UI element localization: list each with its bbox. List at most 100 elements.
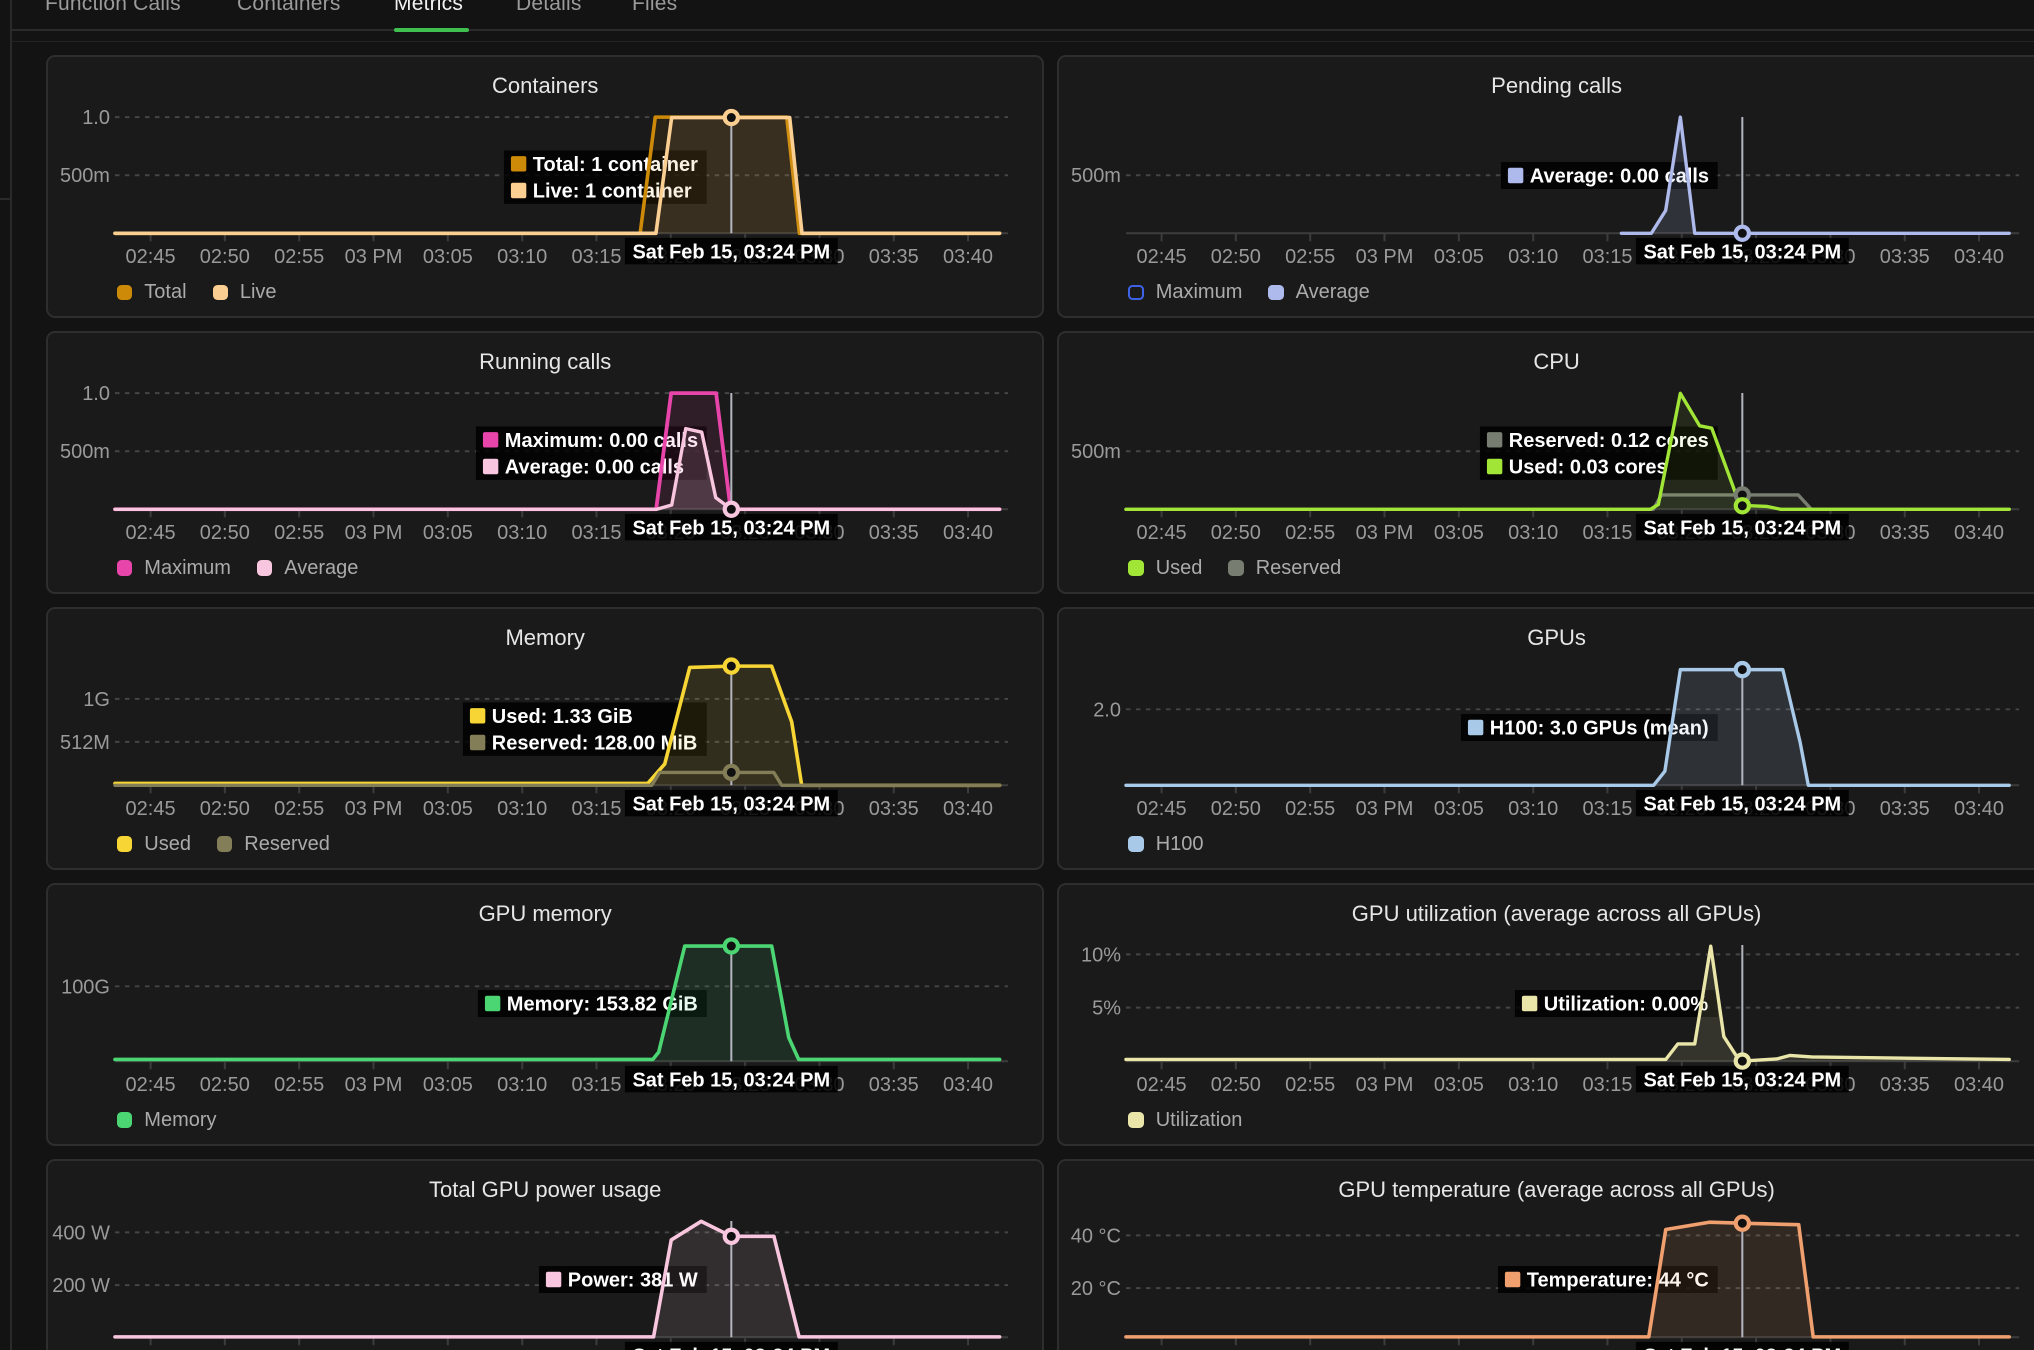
svg-text:1.0: 1.0 [82,107,110,129]
svg-text:02:55: 02:55 [1286,246,1336,268]
svg-text:03:40: 03:40 [943,246,993,268]
svg-text:100G: 100G [61,976,110,998]
svg-text:03:35: 03:35 [1880,246,1930,268]
svg-text:03:35: 03:35 [1880,522,1930,544]
svg-text:Used: 0.03 cores: Used: 0.03 cores [1509,457,1668,479]
svg-text:Maximum: 0.00 calls: Maximum: 0.00 calls [505,430,698,452]
svg-text:03:15: 03:15 [571,798,621,820]
svg-text:03:05: 03:05 [423,1074,473,1096]
svg-text:Sat Feb 15, 03:24 PM: Sat Feb 15, 03:24 PM [632,1069,830,1091]
svg-text:03:35: 03:35 [869,1074,919,1096]
svg-text:03:40: 03:40 [1954,522,2004,544]
svg-text:02:45: 02:45 [126,522,176,544]
svg-text:Used: 1.33 GiB: Used: 1.33 GiB [492,706,633,728]
svg-text:Temperature: 44 °C: Temperature: 44 °C [1527,1269,1709,1291]
svg-text:03 PM: 03 PM [1356,246,1414,268]
svg-text:512M: 512M [60,732,110,754]
svg-text:03 PM: 03 PM [1356,522,1414,544]
svg-text:02:50: 02:50 [1211,246,1261,268]
svg-text:500m: 500m [1071,441,1121,463]
svg-text:03:05: 03:05 [423,798,473,820]
svg-text:03:10: 03:10 [497,798,547,820]
svg-text:03:35: 03:35 [1880,798,1930,820]
svg-text:03:40: 03:40 [1954,798,2004,820]
svg-text:Reserved: 128.00 MiB: Reserved: 128.00 MiB [492,733,698,755]
svg-text:Sat Feb 15, 03:24 PM: Sat Feb 15, 03:24 PM [1644,793,1842,815]
svg-text:03:35: 03:35 [869,798,919,820]
svg-text:Sat Feb 15, 03:24 PM: Sat Feb 15, 03:24 PM [632,241,830,263]
svg-text:Memory: 153.82 GiB: Memory: 153.82 GiB [507,994,698,1016]
svg-text:03:05: 03:05 [1434,1074,1484,1096]
svg-text:03:35: 03:35 [869,246,919,268]
svg-text:02:45: 02:45 [126,1074,176,1096]
svg-text:03:10: 03:10 [497,522,547,544]
svg-text:03:05: 03:05 [1434,246,1484,268]
svg-text:Average: 0.00 calls: Average: 0.00 calls [1530,166,1709,188]
svg-text:03:05: 03:05 [423,246,473,268]
svg-text:02:45: 02:45 [126,246,176,268]
svg-text:03:05: 03:05 [1434,522,1484,544]
svg-text:02:45: 02:45 [1137,522,1187,544]
svg-text:02:45: 02:45 [1137,1074,1187,1096]
svg-text:Live: 1 container: Live: 1 container [533,181,692,203]
svg-text:03:40: 03:40 [1954,246,2004,268]
svg-text:02:55: 02:55 [274,1074,324,1096]
svg-text:Sat Feb 15, 03:24 PM: Sat Feb 15, 03:24 PM [1644,517,1842,539]
svg-text:03:40: 03:40 [943,522,993,544]
svg-text:02:45: 02:45 [1137,798,1187,820]
svg-text:03 PM: 03 PM [345,522,403,544]
svg-text:Sat Feb 15, 03:24 PM: Sat Feb 15, 03:24 PM [632,793,830,815]
svg-text:03:10: 03:10 [1509,1074,1559,1096]
svg-text:03:15: 03:15 [1583,798,1633,820]
svg-text:03:10: 03:10 [1509,798,1559,820]
svg-text:03 PM: 03 PM [345,798,403,820]
svg-text:10%: 10% [1081,944,1121,966]
svg-text:03:35: 03:35 [869,522,919,544]
svg-text:Average: 0.00 calls: Average: 0.00 calls [505,457,684,479]
svg-text:03:40: 03:40 [943,1074,993,1096]
svg-text:02:50: 02:50 [1211,1074,1261,1096]
svg-text:03 PM: 03 PM [345,246,403,268]
svg-text:20 °C: 20 °C [1071,1278,1121,1300]
svg-text:400 W: 400 W [52,1222,110,1244]
svg-text:02:55: 02:55 [274,798,324,820]
svg-text:02:55: 02:55 [1286,798,1336,820]
svg-text:02:55: 02:55 [1286,1074,1336,1096]
svg-text:02:45: 02:45 [1137,246,1187,268]
svg-text:03:05: 03:05 [423,522,473,544]
svg-text:03:10: 03:10 [1509,522,1559,544]
svg-text:Sat Feb 15, 03:24 PM: Sat Feb 15, 03:24 PM [632,1345,830,1350]
svg-text:03:10: 03:10 [497,246,547,268]
svg-text:03 PM: 03 PM [1356,1074,1414,1096]
svg-text:03 PM: 03 PM [1356,798,1414,820]
svg-text:02:50: 02:50 [200,246,250,268]
svg-text:02:55: 02:55 [1286,522,1336,544]
svg-text:02:45: 02:45 [126,798,176,820]
svg-text:03:10: 03:10 [1509,246,1559,268]
svg-text:200 W: 200 W [52,1275,110,1297]
svg-text:1G: 1G [83,689,110,711]
svg-text:03:40: 03:40 [943,798,993,820]
svg-text:03:10: 03:10 [497,1074,547,1096]
svg-text:03 PM: 03 PM [345,1074,403,1096]
svg-text:02:50: 02:50 [1211,522,1261,544]
svg-text:40 °C: 40 °C [1071,1225,1121,1247]
svg-text:03:15: 03:15 [1583,1074,1633,1096]
svg-text:02:50: 02:50 [1211,798,1261,820]
svg-text:02:55: 02:55 [274,246,324,268]
svg-text:03:35: 03:35 [1880,1074,1930,1096]
svg-text:Sat Feb 15, 03:24 PM: Sat Feb 15, 03:24 PM [1644,241,1842,263]
svg-text:03:15: 03:15 [1583,522,1633,544]
svg-text:03:40: 03:40 [1954,1074,2004,1096]
svg-text:03:05: 03:05 [1434,798,1484,820]
svg-text:500m: 500m [1071,165,1121,187]
svg-text:03:15: 03:15 [571,1074,621,1096]
svg-text:02:55: 02:55 [274,522,324,544]
svg-text:H100: 3.0 GPUs (mean): H100: 3.0 GPUs (mean) [1490,718,1709,740]
svg-text:Sat Feb 15, 03:24 PM: Sat Feb 15, 03:24 PM [1644,1345,1842,1350]
svg-text:02:50: 02:50 [200,522,250,544]
svg-text:Reserved: 0.12 cores: Reserved: 0.12 cores [1509,430,1709,452]
svg-text:03:15: 03:15 [571,522,621,544]
svg-text:02:50: 02:50 [200,798,250,820]
svg-text:Sat Feb 15, 03:24 PM: Sat Feb 15, 03:24 PM [1644,1069,1842,1091]
